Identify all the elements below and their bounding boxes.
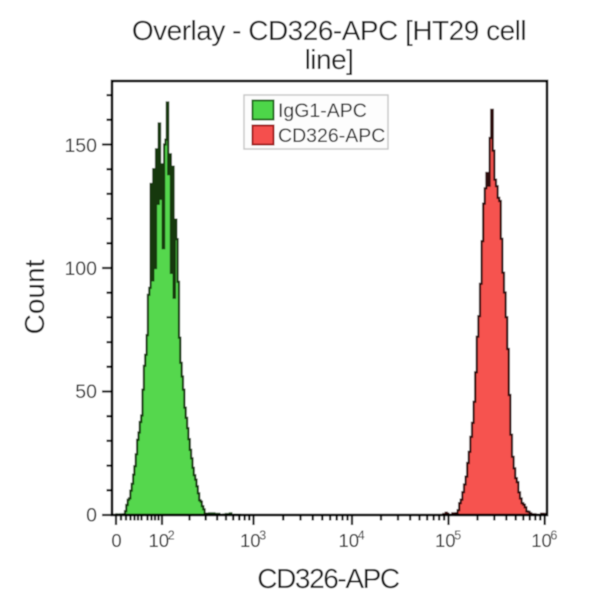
svg-text:150: 150 — [64, 135, 97, 157]
svg-text:10: 10 — [435, 530, 456, 551]
svg-text:CD326-APC: CD326-APC — [257, 563, 400, 594]
svg-text:0: 0 — [111, 530, 121, 551]
svg-text:CD326-APC: CD326-APC — [278, 125, 385, 147]
svg-text:6: 6 — [550, 529, 557, 543]
svg-text:3: 3 — [259, 529, 266, 543]
svg-text:10: 10 — [240, 530, 261, 551]
svg-text:10: 10 — [339, 530, 360, 551]
svg-text:10: 10 — [149, 530, 170, 551]
svg-text:2: 2 — [168, 529, 175, 543]
svg-text:Count: Count — [19, 259, 50, 334]
svg-text:Overlay - CD326-APC [HT29 cell: Overlay - CD326-APC [HT29 cell — [132, 15, 526, 46]
svg-text:line]: line] — [305, 44, 354, 75]
svg-text:5: 5 — [454, 529, 461, 543]
svg-text:4: 4 — [358, 529, 365, 543]
svg-text:IgG1-APC: IgG1-APC — [278, 100, 367, 122]
svg-text:100: 100 — [64, 258, 97, 280]
svg-text:0: 0 — [86, 505, 97, 527]
svg-text:50: 50 — [75, 381, 97, 403]
svg-text:10: 10 — [531, 530, 552, 551]
